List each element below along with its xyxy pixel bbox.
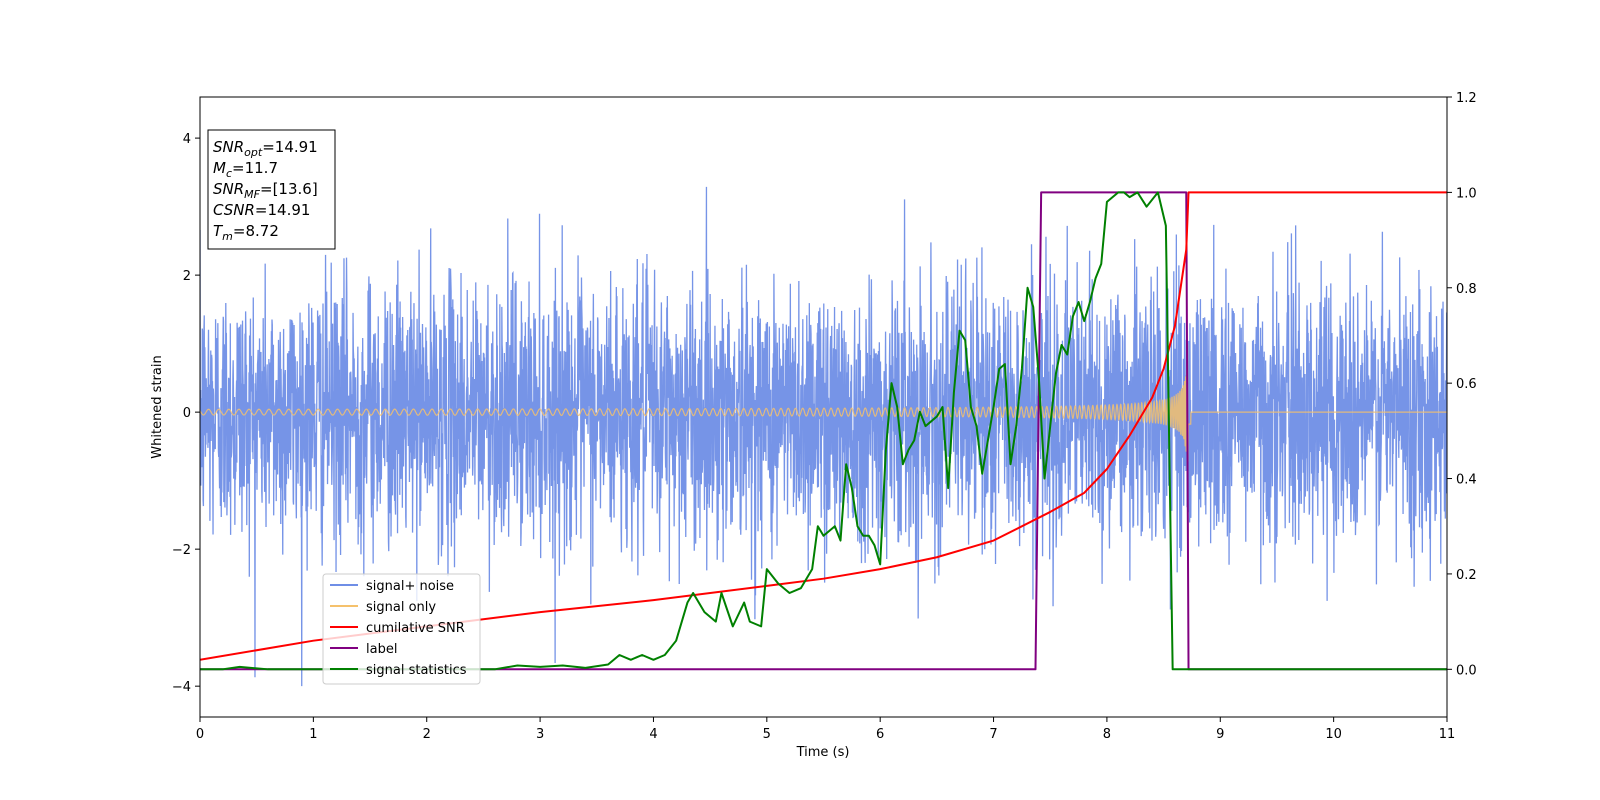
y-right-tick-label: 0.8 <box>1456 282 1477 297</box>
info-line: SNRopt=14.91 <box>213 138 318 159</box>
axes-layer: 0 1 2 3 4 5 6 7 8 9 10 11 −4 −2 0 2 4 0.0 0.2 0.4 0.6 0.8 1.0 1… <box>172 91 1477 742</box>
y-right-tick-label: 1.2 <box>1456 91 1477 106</box>
info-line: Mc=11.7 <box>213 159 278 180</box>
x-axis-label: Time (s) <box>796 745 850 760</box>
x-tick-label: 7 <box>989 727 997 742</box>
x-tick-label: 3 <box>536 727 544 742</box>
x-tick-label: 5 <box>763 727 771 742</box>
x-tick-label: 2 <box>423 727 431 742</box>
y-left-tick-label: 2 <box>183 269 191 284</box>
legend-label: signal statistics <box>366 663 467 678</box>
series-signal-statistics <box>200 191 1447 671</box>
info-line: SNRMF=[13.6] <box>213 180 318 201</box>
x-tick-label: 11 <box>1439 727 1456 742</box>
y-right-tick-label: 1.0 <box>1456 186 1477 201</box>
y-left-tick-label: 0 <box>183 406 191 421</box>
x-tick-label: 10 <box>1325 727 1342 742</box>
legend-label: cumilative SNR <box>366 621 465 636</box>
y-right-tick-label: 0.2 <box>1456 568 1477 583</box>
x-tick-label: 6 <box>876 727 884 742</box>
x-tick-label: 0 <box>196 727 204 742</box>
info-box: SNRopt=14.91Mc=11.7SNRMF=[13.6]CSNR=14.9… <box>207 129 336 250</box>
y-left-tick-label: −4 <box>172 680 191 695</box>
legend: signal+ noise signal only cumilative SNR la… <box>322 573 481 685</box>
y-right-tick-label: 0.6 <box>1456 377 1477 392</box>
legend-label: label <box>366 642 397 657</box>
y-left-tick-label: 4 <box>183 132 191 147</box>
legend-label: signal only <box>366 600 436 615</box>
series-cumulative-snr <box>200 191 1447 661</box>
legend-frame <box>322 573 481 685</box>
legend-label: signal+ noise <box>366 579 454 594</box>
info-line: Tm=8.72 <box>213 222 279 243</box>
plot-frame <box>199 96 1448 718</box>
y-right-tick-label: 0.0 <box>1456 663 1477 678</box>
x-tick-label: 8 <box>1103 727 1111 742</box>
info-line: CSNR=14.91 <box>213 201 310 219</box>
info-frame <box>207 129 336 250</box>
y-axis-label: Whitened strain <box>150 355 165 458</box>
x-tick-label: 4 <box>649 727 657 742</box>
x-tick-label: 1 <box>309 727 317 742</box>
x-tick-label: 9 <box>1216 727 1224 742</box>
y-right-tick-label: 0.4 <box>1456 473 1477 488</box>
y-left-tick-label: −2 <box>172 543 191 558</box>
series-signal-only <box>200 344 1447 470</box>
series-layer <box>200 186 1447 687</box>
